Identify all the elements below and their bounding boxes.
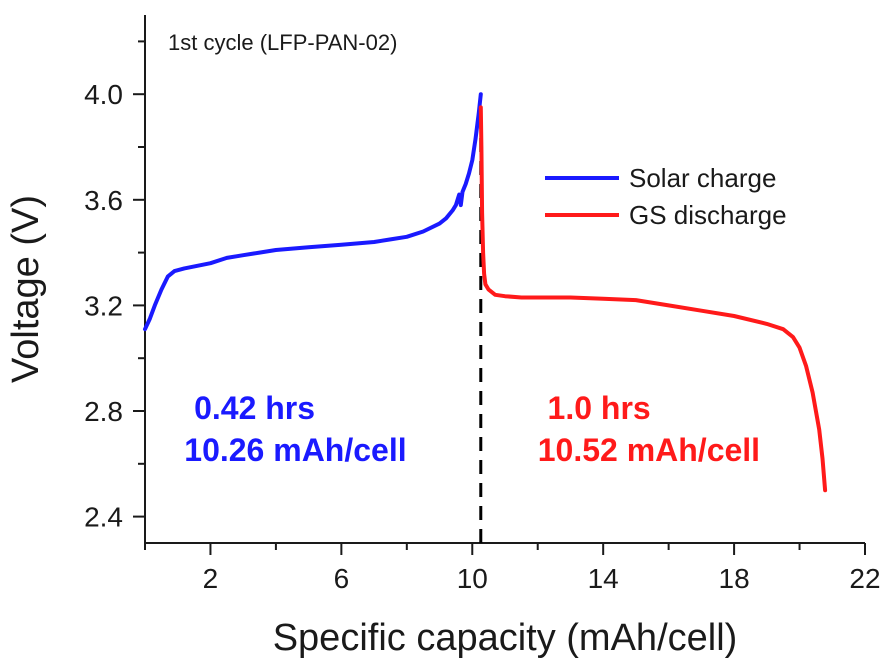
legend-label-solar-charge: Solar charge <box>629 163 776 193</box>
y-tick-label: 2.4 <box>84 502 123 533</box>
legend-label-gs-discharge: GS discharge <box>629 200 787 230</box>
data-layer <box>143 92 828 543</box>
x-tick-label: 14 <box>588 563 619 594</box>
discharge-time-annotation: 1.0 hrs <box>548 390 651 426</box>
axes-layer <box>144 15 865 544</box>
discharge-capacity-annotation: 10.52 mAh/cell <box>538 432 760 468</box>
y-tick-label: 2.8 <box>84 396 123 427</box>
x-tick-label: 18 <box>719 563 750 594</box>
y-axis-title: Voltage (V) <box>5 195 47 383</box>
y-tick-label: 3.6 <box>84 185 123 216</box>
chart-title: 1st cycle (LFP-PAN-02) <box>168 30 397 55</box>
ticks-layer: 2.4 2.8 3.2 3.6 4.0 2 6 10 14 18 22 <box>84 40 881 594</box>
legend: Solar charge GS discharge <box>545 163 787 230</box>
x-tick-label: 10 <box>457 563 488 594</box>
y-tick-label: 3.2 <box>84 290 123 321</box>
x-axis-title: Specific capacity (mAh/cell) <box>273 617 738 659</box>
x-tick-label: 6 <box>334 563 350 594</box>
charge-capacity-annotation: 10.26 mAh/cell <box>184 432 406 468</box>
series-line-gs-discharge <box>478 105 828 493</box>
x-tick-label: 2 <box>203 563 219 594</box>
y-tick-label: 4.0 <box>84 79 123 110</box>
series-line-solar-charge <box>143 92 483 332</box>
x-tick-label: 22 <box>849 563 880 594</box>
charge-time-annotation: 0.42 hrs <box>194 390 315 426</box>
